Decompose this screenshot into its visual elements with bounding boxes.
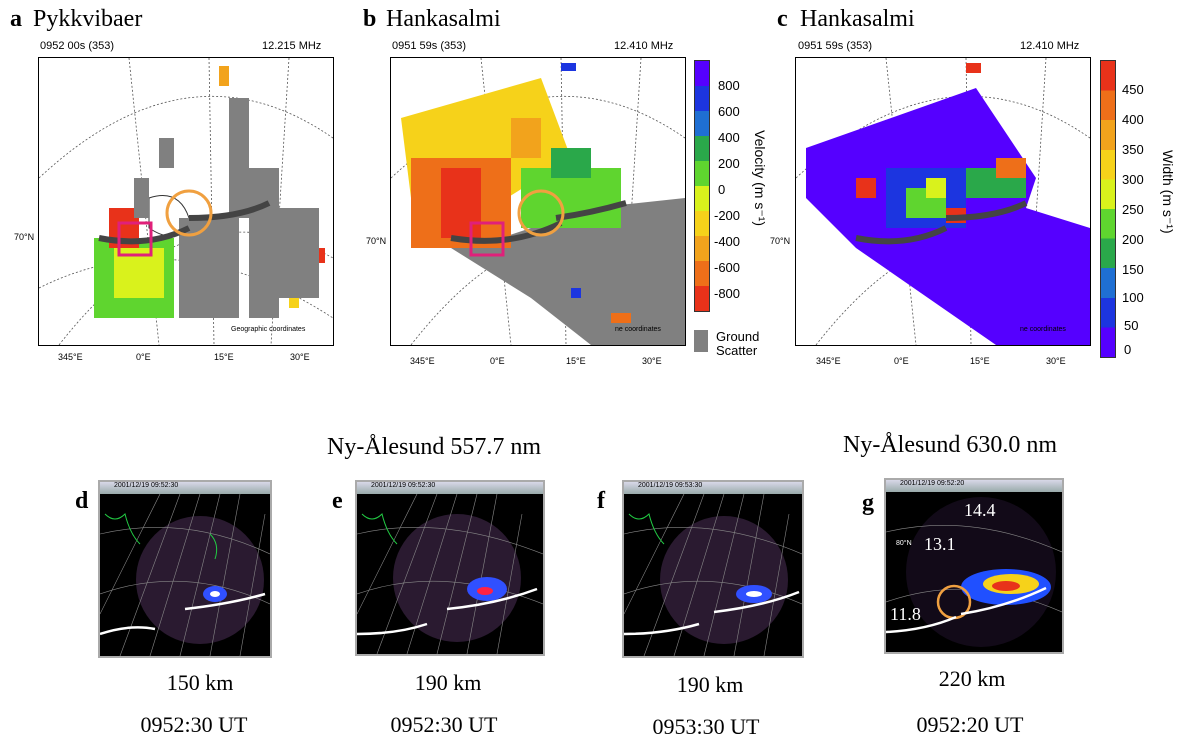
asi-g-label-0: 14.4 [964,500,996,520]
asi-g-stamp: 2001/12/19 09:52:20 [900,480,965,487]
asi-image-e: 2001/12/19 09:52:30 [355,480,545,656]
panel-c-lon-3: 30°E [1046,356,1066,366]
ground-scatter-swatch [694,330,708,352]
velocity-tick-3: 200 [718,156,740,171]
panel-b-letter: b [363,6,377,32]
panel-b-lon-2: 15°E [566,356,586,366]
asi-f-svg [624,494,802,656]
velocity-tick-5: -200 [714,208,741,223]
width-colorbar [1100,60,1116,358]
panel-c-letter: c [777,6,788,32]
panel-a-lon-1: 0°E [136,352,151,362]
width-tick-2: 350 [1122,142,1144,157]
radar-map-c: ne coordinates [795,57,1091,346]
asi-f-height: 190 km [676,672,744,697]
radar-map-a-svg [39,58,333,345]
asi-g-height: 220 km [938,666,1006,691]
asi-f-stamp: 2001/12/19 09:53:30 [638,482,703,489]
panel-b-time: 0951 59s (353) [392,40,466,52]
width-tick-4: 250 [1122,202,1144,217]
width-tick-8: 50 [1124,318,1139,333]
asi-g-svg [886,497,1062,647]
panel-c-station: Hankasalmi [800,6,915,32]
panel-a-station: Pykkvibaer [33,6,143,32]
velocity-tick-6: -400 [714,234,741,249]
velocity-tick-0: 800 [718,78,740,93]
panel-a-lon-3: 30°E [290,352,310,362]
radar-map-a: Geographic coordinates [38,57,334,346]
panel-b-station: Hankasalmi [386,6,501,32]
asi-f-time: 0953:30 UT [652,714,760,739]
asi-g-letter: g [862,490,874,516]
width-tick-6: 150 [1122,262,1144,277]
asi-d-time: 0952:30 UT [140,712,248,737]
asi-e-time: 0952:30 UT [390,712,498,737]
asi-d-titlebar: 2001/12/19 09:52:30 [100,482,270,494]
panel-b-lon-3: 30°E [642,356,662,366]
asi-e-titlebar: 2001/12/19 09:52:30 [357,482,543,494]
panel-b-freq: 12.410 MHz [614,40,674,52]
asi-g-label-2: 11.8 [890,604,921,624]
width-tick-5: 200 [1122,232,1144,247]
width-tick-3: 300 [1122,172,1144,187]
panel-c-lat: 70°N [770,236,791,246]
asi-e-stamp: 2001/12/19 09:52:30 [371,482,436,489]
panel-a-lat: 70°N [14,232,35,242]
ground-label: Ground [716,329,760,344]
velocity-title: Velocity (m s⁻¹) [752,130,768,227]
width-tick-9: 0 [1124,342,1132,357]
radar-map-b-svg [391,58,685,345]
panel-b-coord-note: ne coordinates [615,326,661,333]
velocity-tick-1: 600 [718,104,740,119]
asi-g-label-1: 13.1 [924,534,956,554]
asi-g-lat: 80°N [896,540,912,547]
panel-c-freq: 12.410 MHz [1020,40,1080,52]
panel-c-coord-note: ne coordinates [1020,326,1066,333]
asi-image-d: 2001/12/19 09:52:30 [98,480,272,658]
scatter-label: Scatter [716,343,758,358]
asi-g-titlebar: 2001/12/19 09:52:20 [886,480,1062,492]
panel-a-lon-2: 15°E [214,352,234,362]
width-tick-0: 450 [1122,82,1144,97]
panel-b-lat: 70°N [366,236,387,246]
asi-d-svg [100,494,270,656]
asi-f-titlebar: 2001/12/19 09:53:30 [624,482,802,494]
asi-title-red: Ny-Ålesund 630.0 nm [843,432,1057,458]
velocity-tick-4: 0 [718,182,726,197]
radar-map-b: ne coordinates [390,57,686,346]
asi-title-green: Ny-Ålesund 557.7 nm [327,434,541,460]
panel-b-lon-1: 0°E [490,356,505,366]
radar-map-c-svg [796,58,1090,345]
panel-b-lon-0: 345°E [410,356,435,366]
asi-d-stamp: 2001/12/19 09:52:30 [114,482,179,489]
panel-a-letter: a [10,6,22,32]
asi-d-height: 150 km [166,670,234,695]
panel-a-coord-note: Geographic coordinates [231,326,306,333]
velocity-tick-2: 400 [718,130,740,145]
velocity-tick-8: -800 [714,286,741,301]
asi-image-f: 2001/12/19 09:53:30 [622,480,804,658]
asi-f-letter: f [597,488,605,514]
panel-a-freq: 12.215 MHz [262,40,322,52]
asi-g-time: 0952:20 UT [916,712,1024,737]
panel-c-lon-1: 0°E [894,356,909,366]
panel-a-time: 0952 00s (353) [40,40,114,52]
asi-e-svg [357,494,543,654]
asi-e-letter: e [332,488,343,514]
width-tick-1: 400 [1122,112,1144,127]
asi-image-g: 2001/12/19 09:52:20 14.4 13.1 11.8 80°N [884,478,1064,654]
panel-c-lon-2: 15°E [970,356,990,366]
asi-e-height: 190 km [414,670,482,695]
asi-d-letter: d [75,488,89,514]
panel-a-lon-0: 345°E [58,352,83,362]
panel-c-lon-0: 345°E [816,356,841,366]
velocity-tick-7: -600 [714,260,741,275]
width-tick-7: 100 [1122,290,1144,305]
width-title: Width (m s⁻¹) [1160,150,1176,234]
panel-c-time: 0951 59s (353) [798,40,872,52]
velocity-colorbar [694,60,710,312]
